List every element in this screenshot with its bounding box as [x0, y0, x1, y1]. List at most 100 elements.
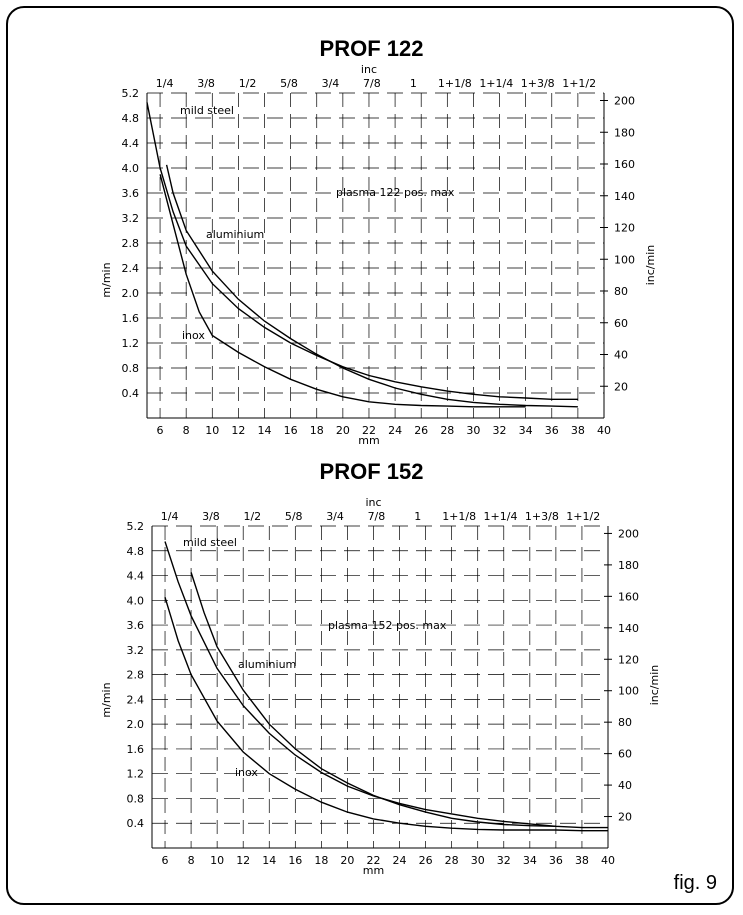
x-tick-label: 8 — [188, 854, 195, 867]
series-line-mild-steel — [146, 102, 578, 400]
top-tick-label: 1 — [410, 77, 417, 90]
right-tick-label: 60 — [618, 748, 632, 761]
x-tick-label: 40 — [601, 854, 615, 867]
right-axis-label: inc/min — [644, 245, 657, 286]
x-tick-label: 10 — [210, 854, 224, 867]
top-tick-label: 7/8 — [363, 77, 381, 90]
right-tick-label: 20 — [618, 811, 632, 824]
x-tick-label: 8 — [183, 424, 190, 437]
annotation-mild-steel: mild steel — [183, 536, 237, 549]
top-tick-label: 3/4 — [326, 510, 344, 523]
series-line-aluminium — [190, 572, 556, 827]
x-tick-label: 22 — [366, 854, 380, 867]
x-tick-label: 28 — [445, 854, 459, 867]
x-tick-label: 24 — [393, 854, 407, 867]
right-tick-label: 80 — [614, 285, 628, 298]
right-tick-label: 80 — [618, 716, 632, 729]
y-tick-label: 4.8 — [127, 545, 145, 558]
y-axis-label: m/min — [100, 682, 113, 717]
x-tick-label: 32 — [497, 854, 511, 867]
top-tick-label: 3/8 — [202, 510, 220, 523]
right-tick-label: 120 — [618, 653, 639, 666]
top-tick-label: 5/8 — [285, 510, 303, 523]
x-tick-label: 12 — [236, 854, 250, 867]
x-tick-label: 18 — [310, 424, 324, 437]
x-axis-label: mm — [358, 434, 379, 447]
right-tick-label: 100 — [618, 685, 639, 698]
y-tick-label: 5.2 — [122, 87, 140, 100]
x-tick-label: 12 — [231, 424, 245, 437]
right-tick-label: 20 — [614, 380, 628, 393]
y-tick-label: 1.6 — [122, 312, 140, 325]
right-tick-label: 180 — [614, 126, 635, 139]
top-axis-label: inc — [361, 63, 377, 76]
y-tick-label: 2.4 — [122, 262, 140, 275]
x-tick-label: 38 — [575, 854, 589, 867]
top-tick-label: 1+1/2 — [562, 77, 596, 90]
y-tick-label: 4.0 — [127, 594, 145, 607]
y-tick-label: 4.0 — [122, 162, 140, 175]
y-tick-label: 5.2 — [127, 520, 145, 533]
x-tick-label: 14 — [262, 854, 276, 867]
y-tick-label: 0.8 — [122, 362, 140, 375]
chart-title-prof-122: PROF 122 — [319, 36, 424, 61]
top-tick-label: 3/4 — [322, 77, 340, 90]
x-tick-label: 36 — [545, 424, 559, 437]
top-tick-label: 1+1/2 — [566, 510, 600, 523]
right-tick-label: 180 — [618, 559, 639, 572]
right-tick-label: 40 — [618, 779, 632, 792]
top-tick-label: 1+1/4 — [479, 77, 513, 90]
x-tick-label: 6 — [162, 854, 169, 867]
chart-title-prof-152: PROF 152 — [319, 459, 424, 484]
x-tick-label: 34 — [523, 854, 537, 867]
figure-label: fig. 9 — [673, 872, 717, 894]
annotation-plasma-152-pos-max: plasma 152 pos. max — [328, 619, 447, 632]
right-tick-label: 60 — [614, 317, 628, 330]
x-tick-label: 40 — [597, 424, 611, 437]
x-tick-label: 16 — [288, 854, 302, 867]
top-tick-label: 1+1/8 — [438, 77, 472, 90]
top-tick-label: 1+3/8 — [525, 510, 559, 523]
x-tick-label: 38 — [571, 424, 585, 437]
x-tick-label: 36 — [549, 854, 563, 867]
top-tick-label: 1/4 — [161, 510, 179, 523]
x-tick-label: 34 — [519, 424, 533, 437]
y-tick-label: 0.4 — [122, 387, 140, 400]
right-tick-label: 140 — [618, 622, 639, 635]
x-tick-label: 26 — [419, 854, 433, 867]
top-tick-label: 1+1/8 — [442, 510, 476, 523]
top-tick-label: 3/8 — [197, 77, 215, 90]
top-tick-label: 1/2 — [239, 77, 257, 90]
y-tick-label: 3.2 — [127, 644, 145, 657]
y-tick-label: 1.6 — [127, 743, 145, 756]
y-tick-label: 3.6 — [122, 187, 140, 200]
y-tick-label: 4.4 — [127, 570, 145, 583]
top-tick-label: 1 — [414, 510, 421, 523]
y-tick-label: 4.4 — [122, 137, 140, 150]
y-tick-label: 3.6 — [127, 619, 145, 632]
annotation-inox: inox — [235, 766, 258, 779]
y-tick-label: 2.8 — [127, 669, 145, 682]
right-tick-label: 120 — [614, 222, 635, 235]
x-tick-label: 24 — [388, 424, 402, 437]
right-tick-label: 40 — [614, 349, 628, 362]
series-line-aluminium — [165, 164, 578, 408]
top-axis-label: inc — [365, 496, 381, 509]
x-tick-label: 10 — [205, 424, 219, 437]
annotation-aluminium: aluminium — [238, 658, 296, 671]
annotation-inox: inox — [182, 329, 205, 342]
x-tick-label: 6 — [157, 424, 164, 437]
annotation-plasma-122-pos-max: plasma 122 pos. max — [336, 186, 455, 199]
top-tick-label: 1/2 — [243, 510, 261, 523]
figure-frame — [6, 6, 734, 905]
right-tick-label: 140 — [614, 190, 635, 203]
top-tick-label: 1+3/8 — [521, 77, 555, 90]
right-tick-label: 160 — [614, 158, 635, 171]
top-tick-label: 5/8 — [280, 77, 298, 90]
y-tick-label: 1.2 — [122, 337, 140, 350]
top-tick-label: 7/8 — [368, 510, 386, 523]
y-tick-label: 0.8 — [127, 792, 145, 805]
annotation-mild-steel: mild steel — [180, 104, 234, 117]
series-line-inox — [159, 174, 526, 408]
